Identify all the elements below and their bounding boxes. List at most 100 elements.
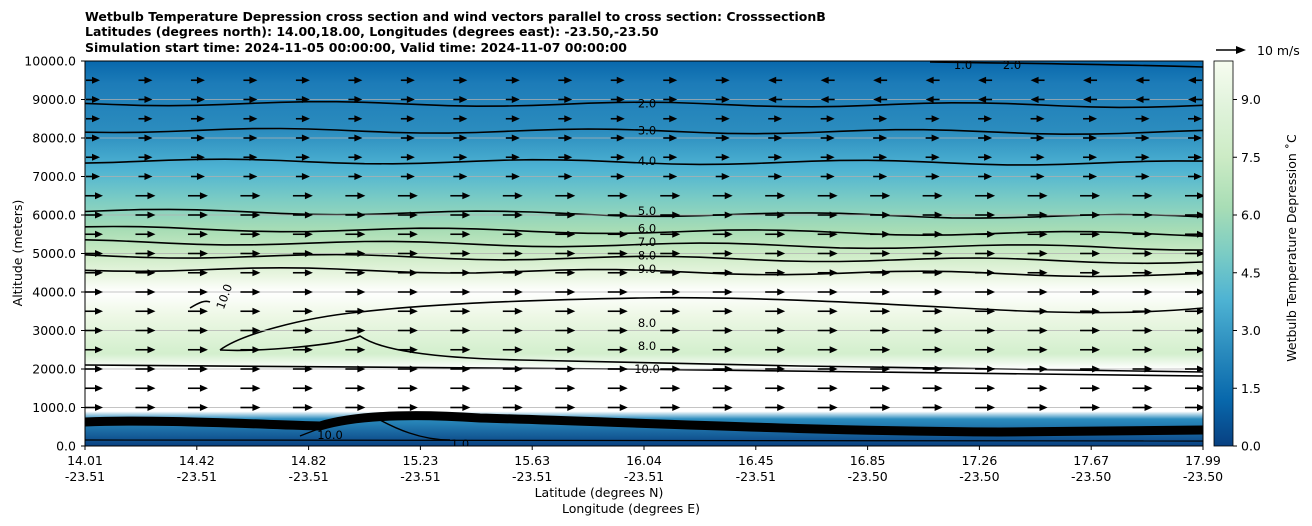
wind-arrow-head (199, 384, 208, 392)
wind-arrow-head (567, 327, 576, 334)
wind-arrow-head (147, 327, 156, 334)
wind-arrow-head (616, 115, 625, 123)
wind-arrow-head (724, 250, 733, 257)
wind-arrow-head (987, 192, 996, 200)
wind-arrow-head (409, 307, 418, 315)
wind-arrow-head (934, 327, 943, 334)
wind-arrow-head (95, 230, 103, 238)
wind-arrow-head (459, 76, 468, 84)
wind-arrow-head (304, 211, 313, 219)
wind-arrow-head (721, 96, 730, 103)
wind-arrow-head (564, 173, 573, 180)
wind-arrow-head (672, 250, 681, 257)
wind-arrow-head (354, 173, 363, 180)
wind-arrow-head (1197, 192, 1203, 200)
colorbar-label: Wetbulb Temperature Depression ˚C (1284, 134, 1299, 362)
wind-arrow-head (987, 250, 996, 257)
wind-arrow-head (934, 384, 943, 392)
wind-arrow-head (1194, 134, 1202, 142)
wind-arrow-head (252, 230, 261, 238)
wind-arrow-head (357, 211, 366, 219)
x-axis-label-line-2: Longitude (degrees E) (562, 501, 700, 516)
wind-arrow-head (304, 404, 313, 411)
wind-arrow-head (406, 173, 415, 180)
wind-arrow-head (1039, 269, 1048, 277)
wind-arrow-head (724, 327, 733, 334)
wind-arrow-head (511, 134, 520, 142)
grid-lines (85, 99, 1203, 408)
wind-arrow-head (199, 192, 208, 200)
wind-arrow-head (987, 327, 996, 334)
wind-arrow-head (669, 173, 678, 180)
colorbar: 0.0 1.5 3.0 4.5 6.0 7.5 9.0 Wetbulb Temperatur… (1213, 60, 1299, 454)
wind-arrow-head (304, 327, 313, 334)
wind-arrow-head (1036, 134, 1045, 142)
wind-arrow-head (829, 269, 838, 277)
wind-arrow-head (672, 192, 681, 200)
wind-arrow-head (1039, 307, 1048, 315)
wind-arrow-head (829, 307, 838, 315)
colorbar-tick-label: 0.0 (1241, 439, 1261, 454)
wind-arrow-head (934, 404, 943, 411)
wind-arrow-head (196, 96, 205, 103)
wind-arrow-head (777, 404, 786, 411)
wind-arrow-head (777, 288, 786, 296)
wind-arrow-head (978, 76, 987, 84)
wind-arrow-head (724, 346, 733, 354)
wind-arrow-head (1135, 96, 1144, 103)
wind-arrow-head (514, 192, 523, 200)
contour-label: 8.0 (638, 248, 656, 262)
wind-arrow-head (564, 76, 573, 84)
wind-arrow-head (1089, 173, 1098, 180)
x-tick-label-lat: 14.42 (179, 453, 215, 468)
wind-arrow-head (1144, 327, 1153, 334)
wind-arrow-head (357, 346, 366, 354)
wind-arrow-head (406, 115, 415, 123)
contour-label: 2.0 (1003, 58, 1021, 72)
wind-arrow-head (567, 404, 576, 411)
contour-line (929, 61, 1203, 68)
wind-arrow-head (462, 269, 471, 277)
wind-arrow-head (567, 250, 576, 257)
wind-arrow-head (249, 134, 258, 142)
wind-arrow-head (567, 346, 576, 354)
wind-arrow-head (95, 211, 103, 219)
x-axis-label-line-1: Latitude (degrees N) (535, 485, 664, 500)
wind-arrow-head (252, 269, 261, 277)
wind-arrow-head (1144, 404, 1153, 411)
wind-arrow-head (931, 134, 940, 142)
wind-arrow-head (95, 288, 103, 296)
contour-line (189, 300, 211, 309)
quiver-key: 10 m/s (1216, 43, 1300, 58)
wind-arrow-head (357, 192, 366, 200)
wind-arrow-head (462, 250, 471, 257)
wind-arrow-head (459, 173, 468, 180)
wind-arrow-head (829, 250, 838, 257)
wind-arrow-head (1092, 346, 1101, 354)
wind-arrow-head (409, 365, 418, 373)
wind-arrow-head (567, 192, 576, 200)
colorbar-tick-label: 1.5 (1241, 381, 1261, 396)
wind-arrow-head (987, 269, 996, 277)
wind-arrow-head (357, 250, 366, 257)
wind-arrow-head (462, 404, 471, 411)
wind-arrow-head (619, 269, 628, 277)
wind-arrow-head (984, 173, 993, 180)
wind-arrow-head (1197, 211, 1203, 219)
wind-arrow-head (672, 288, 681, 296)
x-tick-label-lon: -23.50 (1071, 469, 1111, 484)
wind-arrow-head (619, 288, 628, 296)
wind-arrow-head (354, 76, 363, 84)
wind-arrow-head (882, 307, 891, 315)
wind-arrow-head (777, 307, 786, 315)
wind-arrow-head (1083, 96, 1092, 103)
wind-arrow-head (1039, 192, 1048, 200)
wind-arrow-head (95, 250, 103, 257)
contour-line (85, 158, 1203, 166)
wind-arrow-head (304, 250, 313, 257)
wind-arrow-head (774, 115, 783, 123)
contour-label: 4.0 (638, 154, 656, 168)
wind-arrow-head (1144, 346, 1153, 354)
wind-arrow-head (1194, 115, 1202, 123)
